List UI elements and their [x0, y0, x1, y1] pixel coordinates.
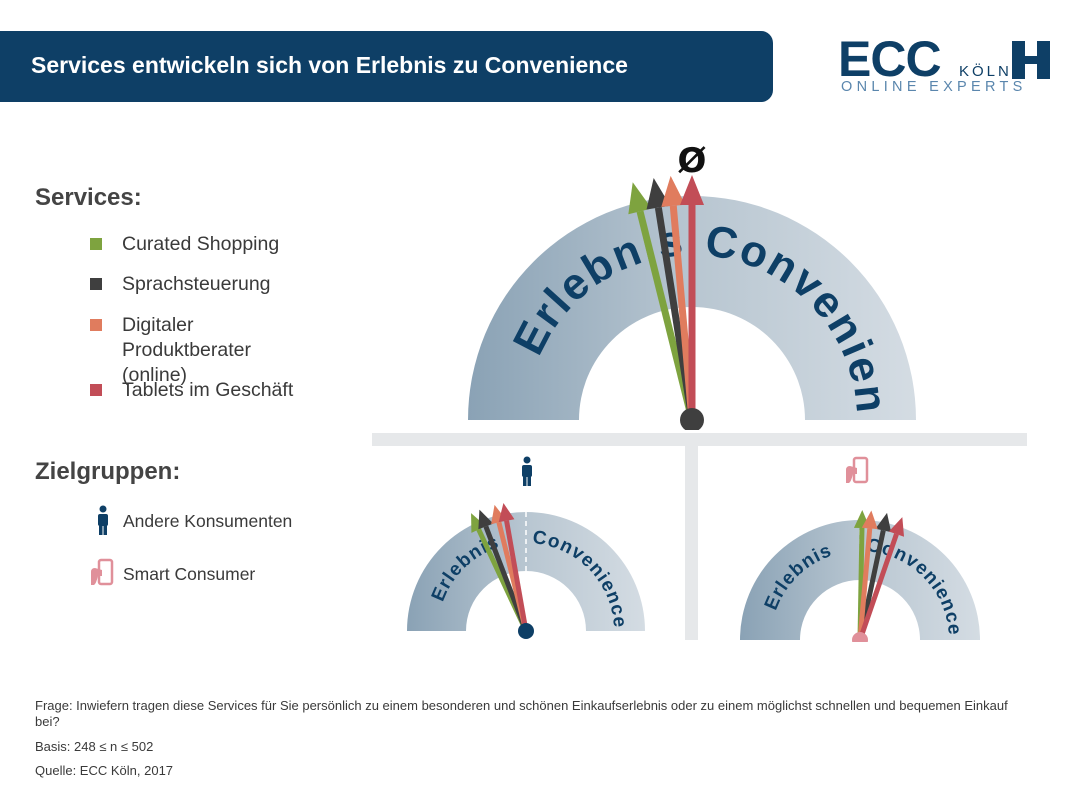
gauge-hub	[852, 632, 868, 642]
group-label: Andere Konsumenten	[123, 511, 293, 531]
footer-basis: Basis: 248 ≤ n ≤ 502	[35, 739, 154, 754]
needle-tablets-im-gesch-ft	[498, 502, 529, 632]
horizontal-divider	[372, 433, 1027, 446]
legend-swatch	[90, 238, 102, 250]
gauge-smart-consumer: ErlebnisConvenience	[740, 510, 980, 642]
needle-tablets-im-gesch-ft	[680, 175, 704, 420]
person-icon	[522, 456, 532, 486]
footer-question: Frage: Inwiefern tragen diese Services f…	[35, 698, 1008, 729]
gauge-hub	[680, 408, 704, 430]
smartphone-hand-icon	[846, 456, 869, 484]
gauge-title: Ø	[678, 141, 707, 181]
legend-swatch	[90, 278, 102, 290]
gauge-average: ErlebnisConvenienceØ	[455, 140, 916, 430]
vertical-divider	[685, 446, 698, 640]
gauge-band	[468, 196, 916, 420]
needle-head	[478, 509, 494, 530]
services-heading: Services:	[35, 184, 142, 211]
needle-head	[498, 502, 515, 523]
legend-label: Tablets im Geschäft	[122, 379, 294, 401]
legend-label: Curated Shopping	[122, 233, 280, 255]
gauge-andere-konsumenten: ErlebnisConvenience	[407, 502, 645, 639]
needle-shaft	[857, 533, 899, 641]
logo-tagline: ONLINE EXPERTS	[841, 79, 1027, 95]
logo-mark-icon	[1012, 41, 1050, 79]
footer-source: Quelle: ECC Köln, 2017	[35, 763, 174, 778]
logo-city: KÖLN	[959, 63, 1012, 80]
smartphone-hand-icon	[91, 558, 114, 586]
needle-head	[888, 517, 905, 537]
needle-head	[661, 175, 686, 207]
ecc-logo: ECC KÖLN ONLINE EXPERTS	[838, 31, 1058, 98]
title-banner: Services entwickeln sich von Erlebnis zu…	[0, 31, 773, 102]
legend-label: Sprachsteuerung	[122, 273, 271, 295]
logo-brand: ECC	[838, 31, 942, 87]
needle-head	[628, 182, 652, 215]
needle-head	[471, 513, 486, 533]
groups-heading: Zielgruppen:	[35, 458, 181, 485]
needle-tablets-im-gesch-ft	[857, 517, 905, 641]
legend-label: Digitaler Produktberater (online)	[122, 314, 251, 386]
legend-swatch	[90, 384, 102, 396]
needle-head	[680, 175, 704, 205]
needle-shaft	[504, 520, 529, 632]
legend-swatch	[90, 319, 102, 331]
needle-head	[861, 510, 878, 530]
gauge-hub	[518, 623, 534, 639]
needle-digitaler-produktberater-online	[857, 510, 878, 641]
needle-shaft	[857, 528, 873, 641]
needle-head	[875, 512, 892, 533]
group-label: Smart Consumer	[123, 564, 256, 584]
page-title: Services entwickeln sich von Erlebnis zu…	[31, 52, 628, 78]
gauge-band	[407, 512, 645, 631]
person-icon	[98, 505, 108, 535]
